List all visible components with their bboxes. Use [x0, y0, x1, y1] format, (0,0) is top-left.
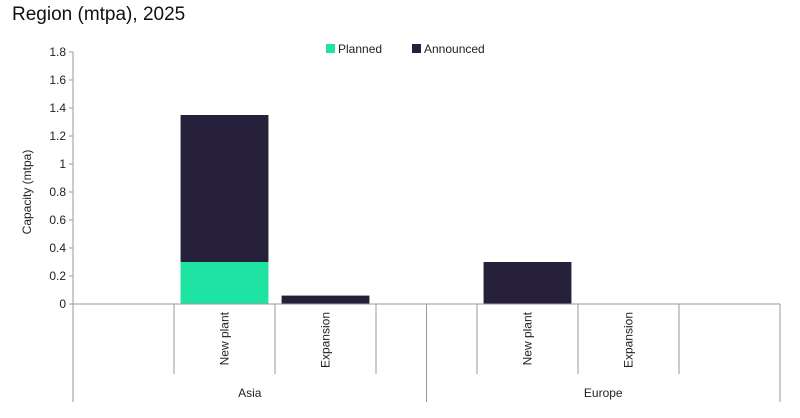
y-tick-label: 0 — [59, 297, 66, 311]
x-group-label: Asia — [238, 386, 262, 400]
bar-announced-0 — [180, 115, 269, 262]
y-axis-label: Capacity (mtpa) — [20, 150, 34, 235]
chart-title: Region (mtpa), 2025 — [12, 4, 186, 25]
x-category-label: New plant — [521, 311, 535, 365]
legend-swatch-planned — [326, 44, 335, 53]
bar-announced-1 — [281, 295, 370, 304]
legend-label-announced: Announced — [424, 42, 485, 56]
legend: Planned Announced — [326, 42, 485, 56]
legend-label-planned: Planned — [338, 42, 382, 56]
x-axis: New plant Expansion New plant Expansion Asia… — [73, 303, 781, 402]
y-tick-label: 1.8 — [49, 45, 66, 59]
bar-planned-0 — [180, 262, 269, 304]
bar-announced-2 — [483, 262, 572, 304]
legend-swatch-announced — [412, 44, 421, 53]
x-category-label: New plant — [218, 311, 232, 365]
y-tick-label: 0.4 — [49, 241, 66, 255]
bars — [180, 115, 572, 304]
y-tick-label: 0.8 — [49, 185, 66, 199]
y-tick-label: 1.4 — [49, 101, 66, 115]
x-category-label: Expansion — [622, 312, 636, 368]
x-group-label: Europe — [584, 386, 623, 400]
y-tick-label: 1 — [59, 157, 66, 171]
y-tick-label: 1.6 — [49, 73, 66, 87]
y-tick-label: 1.2 — [49, 129, 66, 143]
x-category-label: Expansion — [319, 312, 333, 368]
y-tick-label: 0.2 — [49, 269, 66, 283]
y-tick-label: 0.6 — [49, 213, 66, 227]
y-axis: 0 0.2 0.4 0.6 0.8 1 1.2 1.4 1.6 1.8 — [49, 45, 74, 402]
